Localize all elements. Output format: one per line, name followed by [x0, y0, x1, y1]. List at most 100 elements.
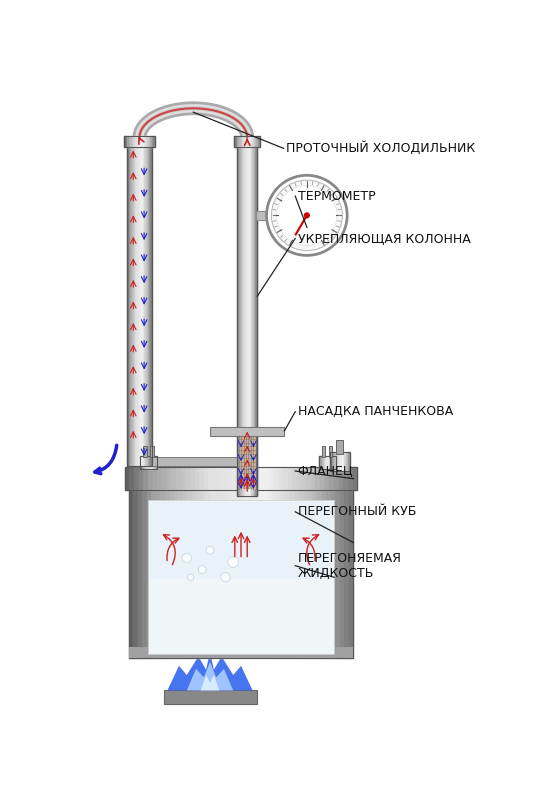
Bar: [149, 455, 150, 470]
Bar: [138, 136, 140, 147]
Bar: [128, 646, 353, 658]
Bar: [152, 467, 157, 490]
Bar: [147, 455, 149, 470]
Bar: [129, 144, 130, 466]
Bar: [247, 136, 248, 147]
Bar: [340, 452, 342, 471]
Bar: [268, 489, 272, 658]
Bar: [147, 136, 149, 147]
Bar: [152, 136, 154, 147]
Bar: [209, 489, 214, 658]
Bar: [316, 467, 320, 490]
Bar: [242, 136, 243, 147]
Bar: [146, 136, 147, 147]
Bar: [264, 467, 269, 490]
Bar: [243, 144, 244, 496]
Bar: [246, 489, 250, 658]
Bar: [324, 455, 325, 470]
Bar: [343, 467, 348, 490]
Bar: [238, 136, 239, 147]
Bar: [330, 452, 350, 471]
Bar: [148, 500, 334, 654]
Bar: [290, 489, 295, 658]
Bar: [348, 467, 353, 490]
Bar: [309, 489, 313, 658]
Bar: [152, 457, 237, 466]
Text: ПЕРЕГОНЯЕМАЯ
ЖИДКОСТЬ: ПЕРЕГОНЯЕМАЯ ЖИДКОСТЬ: [297, 552, 401, 580]
Bar: [154, 136, 155, 147]
Bar: [196, 489, 200, 658]
Bar: [336, 452, 338, 471]
Bar: [208, 467, 213, 490]
Bar: [133, 489, 138, 658]
Bar: [164, 690, 256, 704]
Bar: [244, 144, 245, 496]
Circle shape: [271, 180, 342, 250]
Bar: [150, 446, 154, 457]
Bar: [255, 136, 256, 147]
Bar: [150, 455, 152, 470]
Bar: [237, 144, 257, 496]
Bar: [240, 136, 242, 147]
Bar: [160, 489, 165, 658]
Bar: [127, 144, 152, 466]
Polygon shape: [187, 662, 233, 690]
Bar: [227, 467, 232, 490]
Bar: [165, 489, 169, 658]
Bar: [151, 489, 156, 658]
Bar: [130, 144, 131, 466]
Bar: [320, 455, 322, 470]
Bar: [162, 467, 167, 490]
Bar: [332, 455, 334, 470]
Text: УКРЕПЛЯЮЩАЯ КОЛОННА: УКРЕПЛЯЮЩАЯ КОЛОННА: [297, 232, 470, 245]
Polygon shape: [167, 652, 253, 690]
Bar: [281, 489, 286, 658]
Bar: [353, 467, 357, 490]
Bar: [148, 144, 149, 466]
Bar: [306, 467, 311, 490]
Bar: [127, 144, 128, 466]
Bar: [254, 136, 255, 147]
Circle shape: [266, 175, 347, 255]
Bar: [176, 467, 181, 490]
Bar: [318, 489, 322, 658]
Text: ПРОТОЧНЫЙ ХОЛОДИЛЬНИК: ПРОТОЧНЫЙ ХОЛОДИЛЬНИК: [286, 142, 475, 155]
Bar: [126, 136, 127, 147]
Bar: [242, 144, 243, 496]
Bar: [147, 144, 148, 466]
Bar: [146, 455, 147, 470]
Bar: [327, 455, 329, 470]
Circle shape: [304, 212, 310, 218]
Bar: [128, 489, 133, 658]
Bar: [132, 144, 133, 466]
Bar: [150, 502, 333, 578]
Text: ПЕРЕГОННЫЙ КУБ: ПЕРЕГОННЫЙ КУБ: [297, 506, 416, 518]
Bar: [144, 136, 146, 147]
Bar: [251, 144, 252, 496]
Bar: [133, 144, 134, 466]
Bar: [234, 136, 261, 147]
Bar: [213, 467, 218, 490]
Bar: [253, 136, 254, 147]
Bar: [273, 467, 278, 490]
Bar: [156, 455, 157, 470]
Bar: [147, 489, 151, 658]
Bar: [248, 136, 250, 147]
Bar: [214, 489, 219, 658]
Bar: [319, 455, 336, 470]
Bar: [141, 144, 142, 466]
Bar: [143, 467, 148, 490]
Bar: [156, 489, 160, 658]
Bar: [336, 440, 343, 454]
Bar: [140, 136, 141, 147]
Bar: [326, 489, 331, 658]
Bar: [292, 467, 297, 490]
Bar: [187, 489, 191, 658]
Bar: [130, 467, 134, 490]
Bar: [204, 467, 208, 490]
Bar: [205, 489, 209, 658]
Bar: [142, 455, 144, 470]
Bar: [150, 144, 151, 466]
Bar: [143, 446, 147, 457]
Bar: [325, 455, 327, 470]
